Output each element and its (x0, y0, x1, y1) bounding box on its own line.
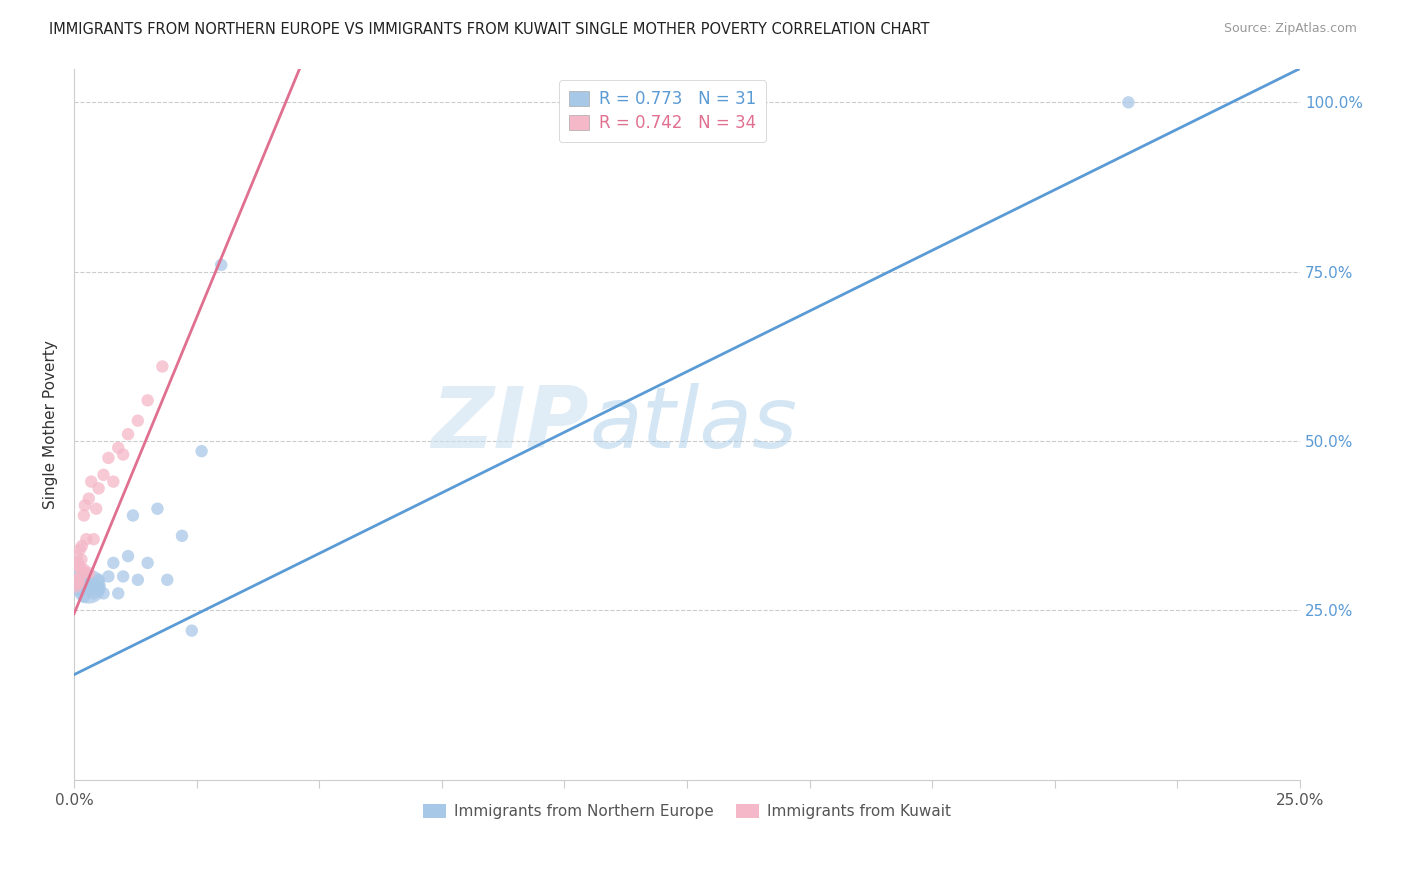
Point (65, 576, 87, 591)
Point (112, 448, 135, 462)
Point (83, 532, 105, 546)
Point (107, 586, 129, 600)
Point (65, 580, 87, 594)
Point (73, 580, 96, 594)
Point (69, 542, 91, 557)
Point (77, 580, 100, 594)
Point (127, 414, 149, 428)
Point (73, 590, 96, 604)
Point (73, 499, 96, 513)
Point (87, 482, 110, 496)
Point (83, 576, 105, 591)
Point (70, 539, 93, 553)
Point (112, 569, 135, 583)
Point (73, 573, 96, 587)
Point (66, 556, 89, 570)
Point (103, 556, 125, 570)
Point (136, 556, 159, 570)
Point (150, 359, 173, 374)
Point (67, 576, 90, 591)
Point (67, 573, 90, 587)
Point (65, 573, 87, 587)
Point (146, 501, 169, 516)
Point (70, 552, 93, 566)
Point (93, 586, 115, 600)
Point (77, 566, 100, 580)
Point (190, 444, 212, 458)
Point (107, 441, 129, 455)
Point (117, 549, 139, 563)
Point (97, 450, 120, 465)
Point (80, 475, 103, 489)
Point (67, 559, 90, 574)
Y-axis label: Single Mother Poverty: Single Mother Poverty (44, 340, 58, 508)
Point (170, 529, 193, 543)
Point (70, 576, 93, 591)
Point (156, 573, 179, 587)
Point (84, 501, 107, 516)
Point (77, 491, 100, 506)
Point (70, 563, 93, 577)
Text: ZIP: ZIP (432, 383, 589, 466)
Point (117, 427, 139, 442)
Point (103, 475, 125, 489)
Point (73, 508, 96, 523)
Point (1118, 95, 1140, 110)
Text: Source: ZipAtlas.com: Source: ZipAtlas.com (1223, 22, 1357, 36)
Point (75, 532, 97, 546)
Legend: Immigrants from Northern Europe, Immigrants from Kuwait: Immigrants from Northern Europe, Immigra… (418, 798, 957, 825)
Point (83, 586, 105, 600)
Point (66, 576, 89, 591)
Point (122, 508, 145, 523)
Point (87, 582, 110, 597)
Point (97, 569, 120, 583)
Point (63, 573, 86, 587)
Point (209, 258, 232, 272)
Point (87, 573, 110, 587)
Point (67, 573, 90, 587)
Point (67, 582, 90, 597)
Text: atlas: atlas (589, 383, 797, 466)
Point (127, 573, 149, 587)
Point (65, 549, 87, 563)
Point (87, 580, 110, 594)
Point (66, 573, 89, 587)
Point (136, 393, 159, 408)
Point (77, 582, 100, 597)
Point (77, 576, 100, 591)
Text: IMMIGRANTS FROM NORTHERN EUROPE VS IMMIGRANTS FROM KUWAIT SINGLE MOTHER POVERTY : IMMIGRANTS FROM NORTHERN EUROPE VS IMMIG… (49, 22, 929, 37)
Point (180, 624, 202, 638)
Point (72, 566, 94, 580)
Point (93, 467, 115, 482)
Point (73, 563, 96, 577)
